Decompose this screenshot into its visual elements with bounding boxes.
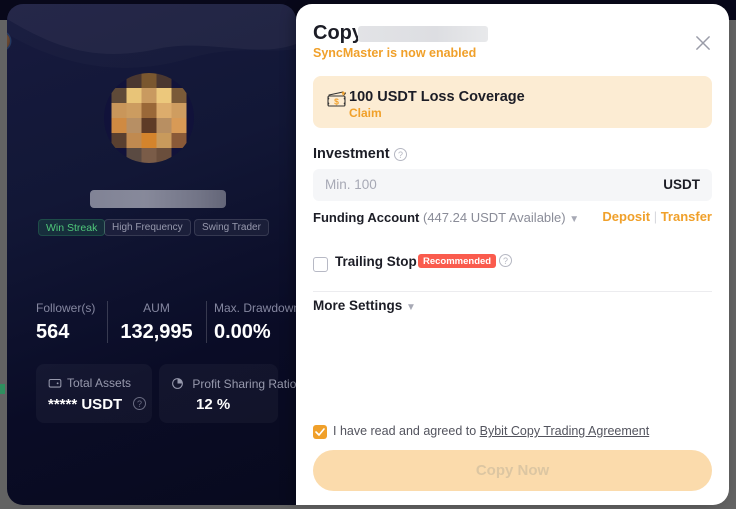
svg-text:$: $ [334, 96, 339, 106]
